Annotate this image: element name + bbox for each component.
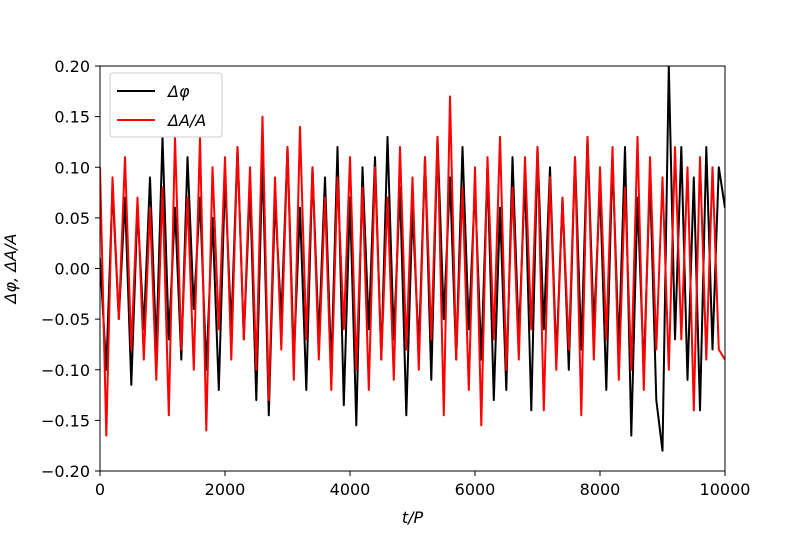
y-tick-label: −0.15 — [41, 411, 90, 430]
x-axis-label: t/P — [402, 508, 424, 527]
y-tick-label: 0.20 — [54, 57, 90, 76]
x-tick-label: 2000 — [205, 480, 246, 499]
y-tick-label: 0.05 — [54, 209, 90, 228]
y-tick-label: −0.20 — [41, 462, 90, 481]
x-tick-label: 10000 — [700, 480, 751, 499]
y-tick-label: 0.15 — [54, 108, 90, 127]
series-line-delta-a-over-a — [100, 95, 725, 437]
legend: Δφ ΔA/A — [109, 72, 223, 138]
x-tick-label: 6000 — [455, 480, 496, 499]
y-tick-label: −0.10 — [41, 361, 90, 380]
series-layer — [100, 66, 725, 452]
y-axis-ticks: −0.20 −0.15 −0.10 −0.05 0.00 0.05 0.10 0.15 0.20 — [41, 57, 100, 481]
x-tick-label: 4000 — [330, 480, 371, 499]
legend-label-delta-phi: Δφ — [166, 82, 190, 101]
x-axis-ticks: 0 2000 4000 6000 8000 10000 — [95, 471, 751, 499]
y-axis-label: Δφ, ΔA/A — [1, 234, 20, 306]
legend-label-delta-a-over-a: ΔA/A — [166, 111, 206, 130]
y-tick-label: 0.00 — [54, 260, 90, 279]
x-tick-label: 8000 — [580, 480, 621, 499]
x-tick-label: 0 — [95, 480, 105, 499]
y-tick-label: 0.10 — [54, 158, 90, 177]
y-tick-label: −0.05 — [41, 310, 90, 329]
